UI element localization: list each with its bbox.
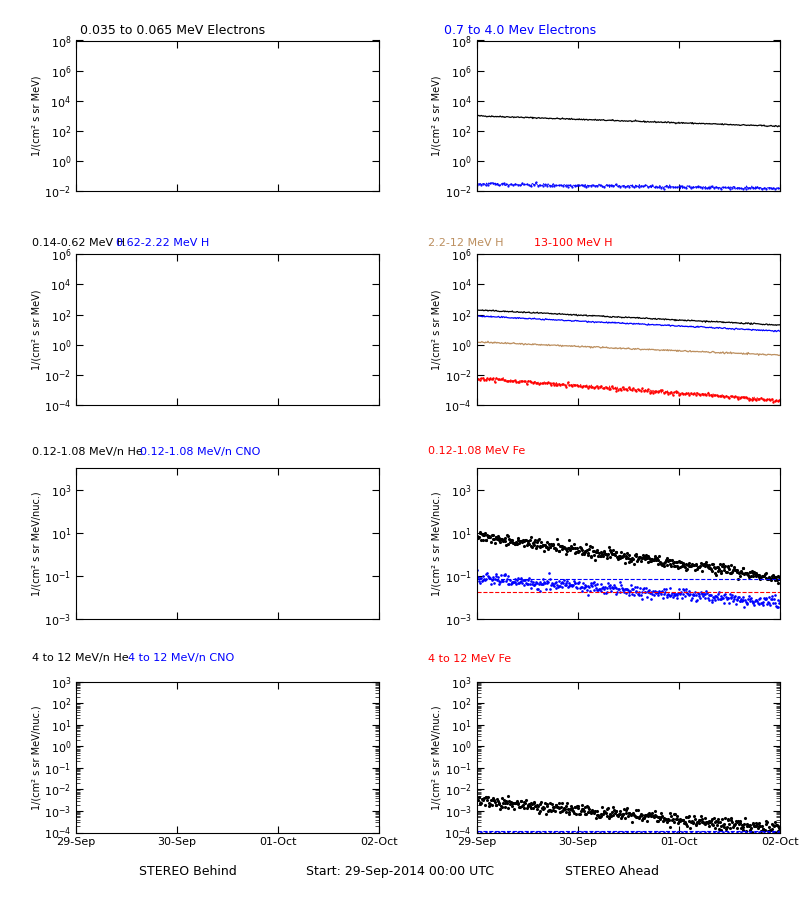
Text: 0.62-2.22 MeV H: 0.62-2.22 MeV H xyxy=(116,238,210,248)
Text: STEREO Ahead: STEREO Ahead xyxy=(565,865,659,878)
Y-axis label: 1/(cm² s sr MeV/nuc.): 1/(cm² s sr MeV/nuc.) xyxy=(31,491,42,596)
Text: 4 to 12 MeV/n CNO: 4 to 12 MeV/n CNO xyxy=(128,653,234,663)
Text: Start: 29-Sep-2014 00:00 UTC: Start: 29-Sep-2014 00:00 UTC xyxy=(306,865,494,878)
Text: 0.12-1.08 MeV/n He: 0.12-1.08 MeV/n He xyxy=(32,446,142,456)
Y-axis label: 1/(cm² s sr MeV): 1/(cm² s sr MeV) xyxy=(31,289,41,370)
Y-axis label: 1/(cm² s sr MeV): 1/(cm² s sr MeV) xyxy=(431,289,442,370)
Text: 4 to 12 MeV/n He: 4 to 12 MeV/n He xyxy=(32,653,129,663)
Text: 0.035 to 0.065 MeV Electrons: 0.035 to 0.065 MeV Electrons xyxy=(80,24,265,37)
Text: 4 to 12 MeV Fe: 4 to 12 MeV Fe xyxy=(428,653,511,663)
Y-axis label: 1/(cm² s sr MeV): 1/(cm² s sr MeV) xyxy=(31,76,42,156)
Y-axis label: 1/(cm² s sr MeV/nuc.): 1/(cm² s sr MeV/nuc.) xyxy=(31,705,41,809)
Text: 0.12-1.08 MeV/n CNO: 0.12-1.08 MeV/n CNO xyxy=(140,446,260,456)
Text: 2.2-12 MeV H: 2.2-12 MeV H xyxy=(428,238,503,248)
Y-axis label: 1/(cm² s sr MeV/nuc.): 1/(cm² s sr MeV/nuc.) xyxy=(431,705,442,809)
Text: STEREO Behind: STEREO Behind xyxy=(139,865,237,878)
Text: 0.7 to 4.0 Mev Electrons: 0.7 to 4.0 Mev Electrons xyxy=(444,24,596,37)
Text: 0.14-0.62 MeV H: 0.14-0.62 MeV H xyxy=(32,238,125,248)
Y-axis label: 1/(cm² s sr MeV): 1/(cm² s sr MeV) xyxy=(432,76,442,156)
Text: 13-100 MeV H: 13-100 MeV H xyxy=(534,238,613,248)
Y-axis label: 1/(cm² s sr MeV/nuc.): 1/(cm² s sr MeV/nuc.) xyxy=(432,491,442,596)
Text: 0.12-1.08 MeV Fe: 0.12-1.08 MeV Fe xyxy=(428,446,526,456)
